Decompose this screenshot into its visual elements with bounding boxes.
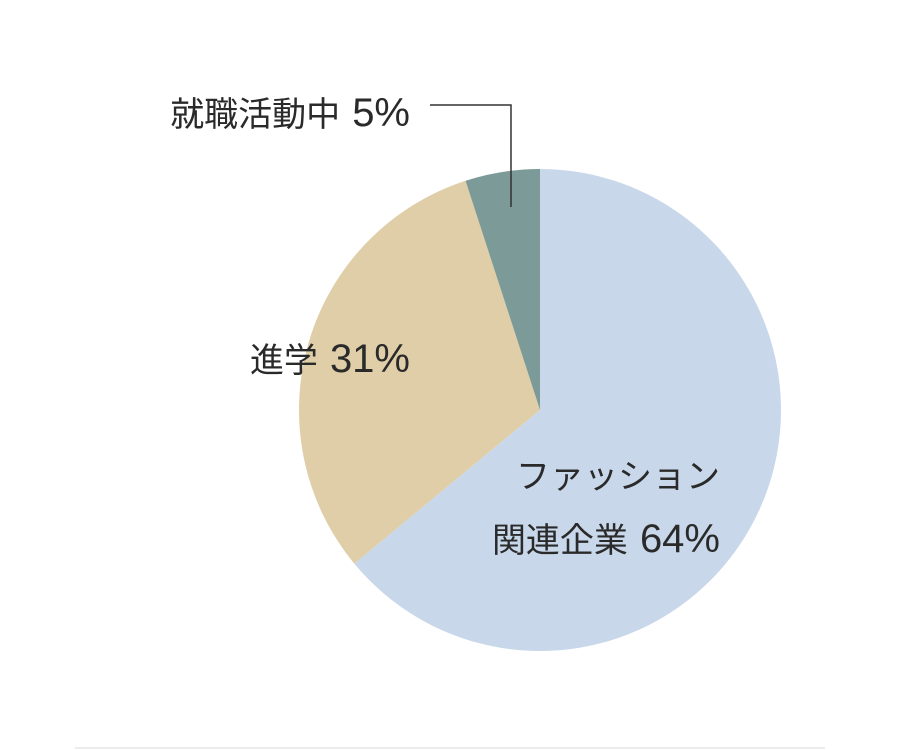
value-label: 5% [352, 91, 410, 135]
slice-label: ファッション 関連企業 64% [492, 446, 720, 572]
slice-label: 進学 31% [250, 328, 410, 392]
pie-slice [465, 169, 540, 410]
slice-label: 就職活動中 5% [170, 82, 410, 146]
category-label: 就職活動中 [170, 95, 341, 135]
slices [298, 169, 781, 652]
category-label: ファッション 関連企業 [491, 457, 720, 561]
pie-slice [298, 180, 540, 564]
category-label: 進学 [249, 341, 318, 381]
value-label: 31% [329, 337, 410, 381]
leader-line [430, 104, 512, 207]
pie-slice [354, 169, 781, 652]
value-label: 64% [639, 517, 720, 561]
